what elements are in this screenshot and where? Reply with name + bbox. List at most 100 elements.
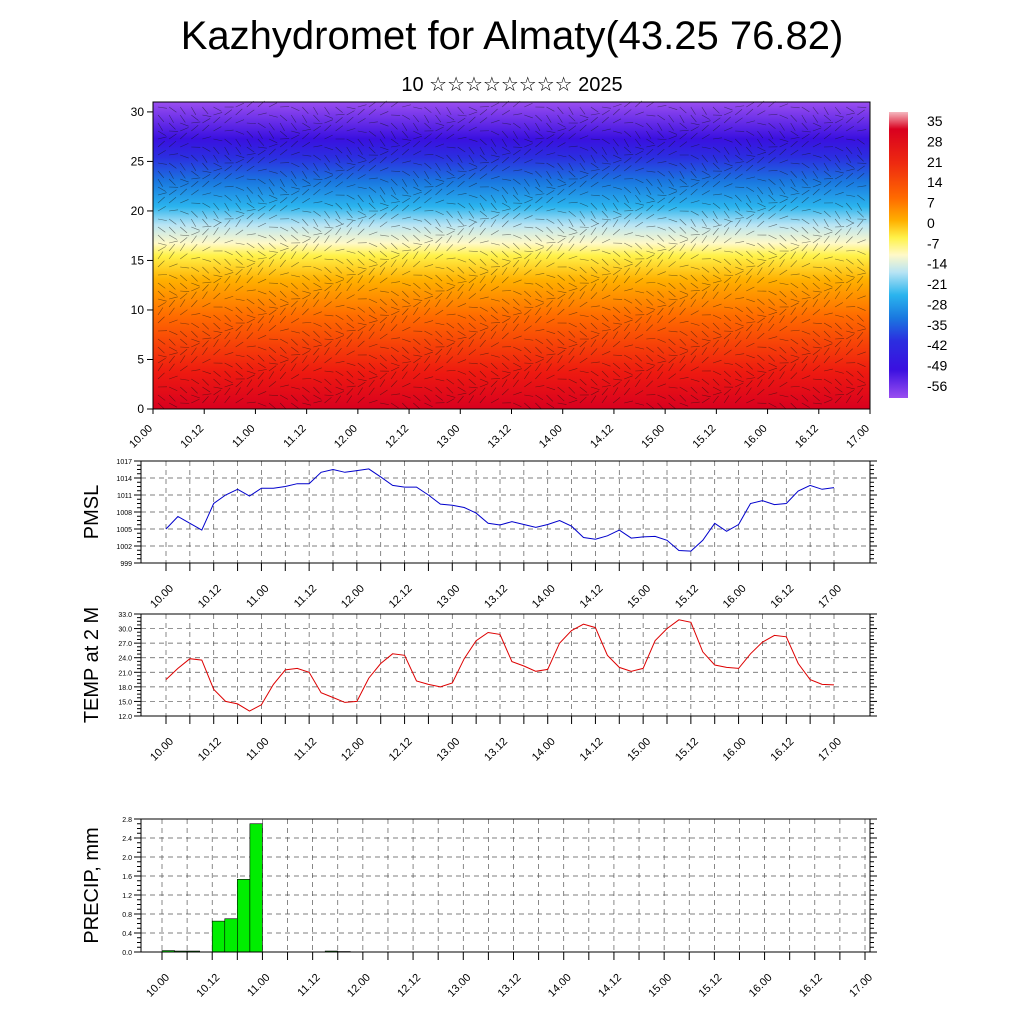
- y-tick-label: 1011: [117, 493, 132, 500]
- wind-barb: [601, 250, 611, 255]
- x-tick-label: 15.00: [625, 736, 653, 764]
- wind-barb: [657, 383, 667, 388]
- wind-barb: [701, 210, 708, 219]
- wind-barb: [279, 354, 289, 359]
- wind-barb: [302, 282, 309, 290]
- wind-barb: [291, 318, 300, 324]
- x-tick-label: 11.00: [244, 583, 271, 610]
- wind-barb: [257, 149, 266, 156]
- wind-barb: [279, 346, 287, 354]
- wind-barb: [246, 156, 254, 164]
- wind-barb: [568, 114, 576, 122]
- wind-barb: [524, 159, 533, 164]
- wind-barb: [601, 385, 611, 388]
- x-tick-label: 10.00: [144, 972, 172, 1000]
- wind-barb: [180, 348, 188, 356]
- wind-barb: [701, 386, 709, 394]
- wind-barb: [690, 162, 696, 171]
- wind-barb: [546, 346, 555, 353]
- wind-barb: [302, 132, 310, 140]
- wind-barb: [324, 357, 332, 364]
- wind-barb: [723, 146, 730, 155]
- wind-barb: [435, 243, 441, 252]
- wind-barb: [535, 114, 543, 122]
- wind-barb: [579, 291, 585, 300]
- wind-barb: [368, 379, 375, 388]
- wind-barb: [335, 361, 345, 364]
- wind-barb: [501, 130, 509, 138]
- wind-barb: [623, 331, 631, 340]
- wind-barb: [179, 162, 186, 171]
- wind-barb: [291, 218, 300, 224]
- wind-barb: [379, 323, 386, 332]
- wind-barb: [845, 395, 852, 404]
- wind-barb: [724, 362, 734, 365]
- x-tick-label: 10.12: [196, 583, 224, 611]
- wind-barb: [590, 172, 598, 180]
- wind-barb: [446, 146, 456, 149]
- wind-barb: [346, 128, 356, 132]
- wind-barb: [501, 212, 509, 220]
- wind-barb: [291, 374, 300, 380]
- wind-barb: [768, 234, 777, 240]
- wind-barb: [701, 282, 711, 286]
- wind-barb: [823, 287, 833, 292]
- y-tick-label: 2.4: [122, 836, 132, 843]
- wind-barb: [335, 378, 343, 386]
- wind-barb: [368, 306, 376, 314]
- wind-barb: [712, 224, 722, 228]
- wind-barb: [235, 158, 244, 164]
- wind-barb: [546, 282, 554, 290]
- wind-barb: [746, 138, 752, 147]
- wind-barb: [779, 198, 788, 204]
- wind-barb: [724, 250, 734, 253]
- wind-barb: [490, 202, 497, 211]
- wind-barb: [546, 122, 553, 131]
- wind-barb: [390, 213, 399, 220]
- wind-barb: [846, 278, 855, 284]
- wind-barb: [191, 244, 198, 252]
- wind-barb: [579, 191, 589, 196]
- wind-barb: [768, 178, 776, 185]
- wind-barb: [668, 330, 678, 333]
- wind-barb: [635, 362, 643, 369]
- wind-barb: [513, 312, 523, 316]
- wind-barb: [424, 133, 432, 140]
- y-tick-label: 0.0: [122, 950, 132, 957]
- wind-barb: [202, 291, 208, 300]
- wind-barb: [346, 385, 356, 388]
- wind-barb: [546, 152, 556, 156]
- wind-barb: [435, 274, 443, 282]
- wind-barb: [690, 330, 698, 338]
- wind-barb: [623, 387, 631, 396]
- wind-barb: [701, 134, 710, 140]
- wind-barb: [735, 266, 744, 271]
- wind-barb: [268, 158, 278, 164]
- wind-barb: [313, 178, 323, 180]
- wind-barb: [801, 319, 811, 324]
- wind-barb: [601, 218, 611, 221]
- wind-barb: [779, 142, 788, 148]
- wind-barb: [701, 291, 708, 300]
- wind-barb: [468, 362, 478, 365]
- wind-barb: [379, 362, 388, 369]
- wind-barb: [224, 258, 232, 266]
- wind-barb: [557, 154, 567, 158]
- wind-barb: [823, 133, 832, 140]
- wind-barb: [401, 402, 409, 410]
- x-tick-label: 16.12: [797, 972, 825, 1000]
- wind-barb: [846, 126, 855, 132]
- wind-barb: [246, 401, 256, 404]
- wind-barb: [335, 391, 344, 396]
- wind-barb: [446, 235, 452, 244]
- wind-barb: [346, 227, 352, 236]
- wind-barb: [857, 275, 864, 284]
- wind-barb: [657, 148, 665, 156]
- wind-barb: [501, 267, 508, 276]
- wind-barb: [279, 149, 288, 156]
- wind-barb: [457, 359, 467, 364]
- wind-barb: [191, 347, 197, 356]
- wind-barb: [268, 325, 277, 332]
- wind-barb: [357, 210, 366, 216]
- wind-barb: [790, 316, 798, 324]
